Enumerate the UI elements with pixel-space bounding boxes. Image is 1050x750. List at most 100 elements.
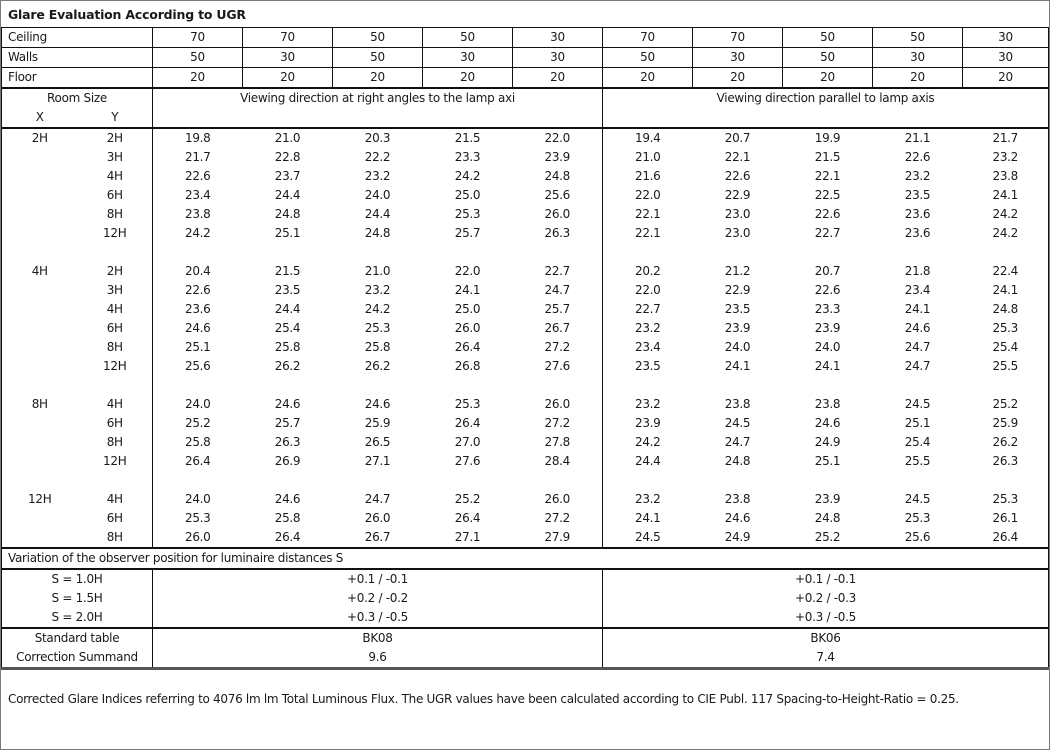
- reflectance-value: 20: [332, 67, 424, 89]
- ugr-value: 27.1: [364, 454, 391, 468]
- ugr-value: 22.0: [602, 186, 693, 205]
- ugr-value: 26.7: [544, 321, 571, 335]
- ugr-value: 24.8: [364, 226, 391, 240]
- reflectance-value: 30: [962, 47, 1050, 68]
- ugr-value: 25.4: [904, 435, 931, 449]
- ugr-value: 20.4: [152, 262, 243, 281]
- ugr-value: 27.2: [544, 511, 571, 525]
- ugr-value: 24.5: [904, 397, 931, 411]
- reflectance-value: 20: [692, 67, 784, 89]
- room-y: 8H: [106, 435, 123, 449]
- reflectance-row: Walls 50 30 50 30 30 50 30 50 30 30: [0, 47, 1050, 68]
- ugr-value: 21.7: [152, 148, 243, 167]
- ugr-value: 25.0: [454, 302, 481, 316]
- ugr-value: 23.8: [962, 167, 1050, 186]
- correction-row: Correction Summand 9.6 7.4: [0, 648, 1050, 669]
- ugr-value: 24.0: [152, 490, 243, 509]
- ugr-value: 25.9: [364, 416, 391, 430]
- spacer: [602, 243, 1050, 262]
- room-x: [1, 205, 78, 224]
- ugr-value: 24.4: [274, 188, 301, 202]
- ugr-value: 23.9: [544, 150, 571, 164]
- reflectance-value: 30: [872, 47, 964, 68]
- reflectance-row: Ceiling 70 70 50 50 30 70 70 50 50 30: [0, 27, 1050, 48]
- ugr-row: 2H 2H 19.8 21.0 20.3 21.5 22.0 19.4 20.7 19.9 21.1…: [1, 127, 1050, 148]
- ugr-value: 25.7: [274, 416, 301, 430]
- ugr-value: 22.6: [904, 150, 931, 164]
- room-y: 6H: [106, 188, 123, 202]
- variation-perpendicular: +0.1 / -0.1: [152, 568, 603, 589]
- ugr-value: 22.6: [152, 281, 243, 300]
- ugr-value: 21.5: [422, 127, 513, 148]
- ugr-value: 24.6: [724, 511, 751, 525]
- correction-label: Correction Summand: [0, 648, 153, 669]
- room-x: [1, 186, 78, 205]
- standard-row: Standard table BK08 BK06: [0, 627, 1050, 648]
- reflectance-value: 20: [782, 67, 874, 89]
- ugr-value: 26.8: [454, 359, 481, 373]
- spacer: [152, 243, 603, 262]
- ugr-value: 24.5: [724, 416, 751, 430]
- reflectance-value: 70: [152, 27, 244, 48]
- ugr-value: 24.0: [814, 340, 841, 354]
- room-y: 8H: [106, 530, 123, 544]
- ugr-value: 23.8: [152, 205, 243, 224]
- ugr-value: 24.9: [814, 435, 841, 449]
- room-y: 4H: [106, 397, 123, 411]
- ugr-value: 23.7: [274, 169, 301, 183]
- ugr-value: 22.1: [602, 205, 693, 224]
- ugr-value: 23.5: [274, 283, 301, 297]
- ugr-value: 25.2: [152, 414, 243, 433]
- footer-divider: [1, 667, 1049, 671]
- reflectance-value: 20: [602, 67, 694, 89]
- room-y: 8H: [106, 340, 123, 354]
- ugr-value: 25.1: [152, 338, 243, 357]
- room-x: [1, 452, 78, 471]
- parallel-header: Viewing direction parallel to lamp axis: [602, 87, 1050, 128]
- ugr-value: 25.6: [152, 357, 243, 376]
- variation-row: S = 2.0H +0.3 / -0.5 +0.3 / -0.5: [0, 608, 1050, 628]
- ugr-value: 25.3: [454, 207, 481, 221]
- ugr-value: 25.6: [544, 188, 571, 202]
- ugr-value: 21.8: [904, 264, 931, 278]
- reflectance-value: 30: [512, 47, 604, 68]
- ugr-value: 24.1: [814, 359, 841, 373]
- ugr-value: 25.3: [152, 509, 243, 528]
- ugr-value: 23.9: [724, 321, 751, 335]
- reflectance-label: Ceiling: [0, 27, 154, 48]
- ugr-value: 24.0: [364, 188, 391, 202]
- ugr-value: 19.9: [782, 127, 873, 148]
- ugr-value: 24.1: [602, 509, 693, 528]
- ugr-value: 22.5: [814, 188, 841, 202]
- ugr-row: 12H 4H 24.0 24.6 24.7 25.2 26.0 23.2 23.8 23.9 24.…: [1, 490, 1050, 509]
- room-y: 6H: [106, 416, 123, 430]
- reflectance-label: Walls: [0, 47, 154, 68]
- ugr-value: 26.7: [364, 530, 391, 544]
- ugr-value: 22.1: [724, 150, 751, 164]
- ugr-value: 24.9: [724, 530, 751, 544]
- ugr-value: 26.3: [962, 452, 1050, 471]
- ugr-value: 25.8: [152, 433, 243, 452]
- ugr-value: 22.7: [544, 264, 571, 278]
- room-x: [1, 433, 78, 452]
- ugr-value: 25.1: [904, 416, 931, 430]
- ugr-value: 20.3: [332, 127, 423, 148]
- ugr-value: 24.2: [364, 302, 391, 316]
- standard-perpendicular: BK08: [152, 627, 603, 648]
- ugr-value: 26.4: [274, 530, 301, 544]
- ugr-value: 24.0: [152, 395, 243, 414]
- variation-parallel: +0.1 / -0.1: [602, 568, 1050, 589]
- ugr-value: 24.7: [724, 435, 751, 449]
- ugr-value: 23.4: [904, 283, 931, 297]
- reflectance-value: 20: [242, 67, 334, 89]
- ugr-value: 25.2: [962, 395, 1050, 414]
- variation-row: S = 1.5H +0.2 / -0.2 +0.2 / -0.3: [0, 589, 1050, 608]
- ugr-row: 3H 22.6 23.5 23.2 24.1 24.7 22.0 22.9 22.6 23.4 24…: [1, 281, 1050, 300]
- spacer-row: [0, 471, 1050, 490]
- room-x: [1, 167, 78, 186]
- ugr-value: 20.7: [692, 127, 783, 148]
- ugr-value: 23.5: [724, 302, 751, 316]
- ugr-value: 25.3: [962, 319, 1050, 338]
- ugr-row: 6H 25.2 25.7 25.9 26.4 27.2 23.9 24.5 24.6 25.1 25…: [1, 414, 1050, 433]
- reflectance-value: 20: [422, 67, 514, 89]
